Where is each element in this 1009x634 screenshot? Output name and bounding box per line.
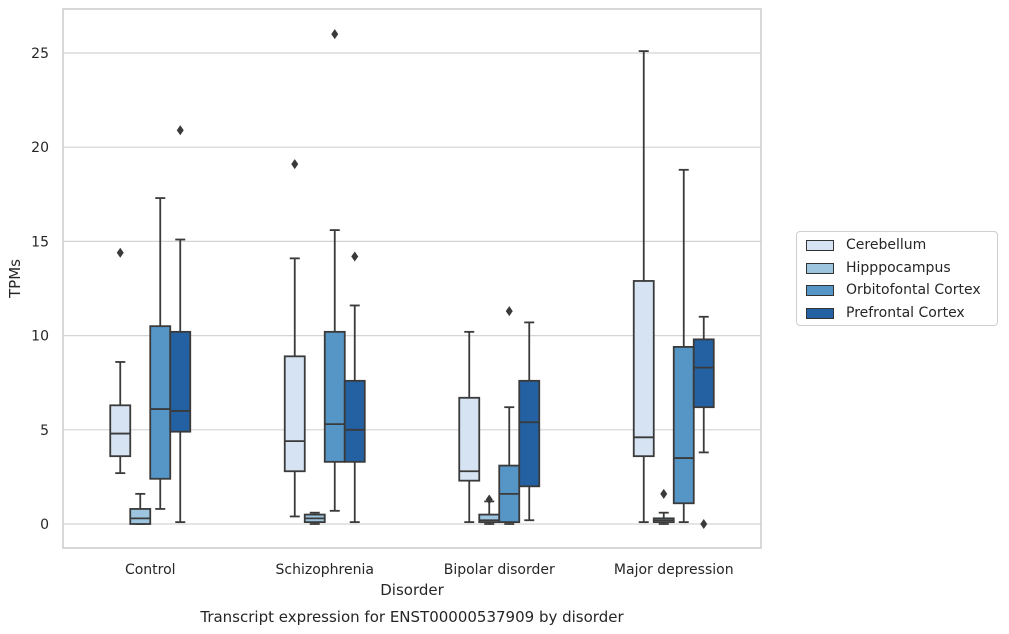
legend-swatch-cerebellum (806, 239, 834, 251)
y-tick-label: 10 (31, 329, 49, 345)
outlier-point (485, 494, 493, 505)
legend-label: Cerebellum (846, 237, 927, 253)
box-series (109, 29, 715, 529)
y-tick-label: 15 (31, 234, 49, 250)
outlier-point (700, 519, 708, 529)
box-schizophrenia (323, 29, 346, 512)
box-iqr (129, 508, 152, 525)
x-tick-label: Bipolar disorder (444, 562, 555, 578)
series-hipppocampus (129, 488, 675, 525)
x-tick-label: Schizophrenia (276, 562, 374, 578)
box-control (109, 247, 132, 475)
series-cerebellum (109, 50, 655, 524)
legend-item-cerebellum: Cerebellum (806, 236, 926, 254)
box-iqr (518, 379, 541, 488)
x-tick-labels: Control Schizophrenia Bipolar disorder Majo… (125, 562, 734, 578)
outlier-point (116, 247, 124, 258)
legend-label: Prefrontal Cortex (846, 305, 965, 321)
box-major-depression (672, 168, 695, 524)
x-tick-label: Major depression (614, 562, 734, 578)
legend-swatch-prefrontal-cortex (806, 307, 834, 319)
box-iqr (672, 346, 695, 505)
box-iqr (169, 330, 192, 433)
box-iqr (692, 338, 715, 409)
box-schizophrenia (283, 159, 306, 518)
box-bipolar-disorder (478, 494, 501, 525)
box-bipolar-disorder (518, 321, 541, 522)
x-axis-label: Disorder (380, 581, 444, 599)
box-major-depression (652, 488, 675, 525)
legend-item-prefrontal-cortex: Prefrontal Cortex (806, 304, 965, 322)
plot-frame (62, 8, 762, 549)
box-bipolar-disorder (498, 306, 521, 525)
box-iqr (632, 280, 655, 458)
legend: Cerebellum Hipppocampus Orbitofontal Cor… (796, 231, 998, 326)
legend-label: Orbitofontal Cortex (846, 282, 981, 298)
box-major-depression (692, 315, 715, 529)
legend-label: Hipppocampus (846, 260, 951, 276)
series-orbitofontal-cortex (149, 29, 695, 525)
outlier-point (660, 488, 668, 499)
legend-swatch-orbitofontal-cortex (806, 284, 834, 296)
y-tick-label: 25 (31, 46, 49, 62)
legend-item-hipppocampus: Hipppocampus (806, 259, 951, 277)
box-schizophrenia (303, 511, 326, 525)
y-tick-label: 20 (31, 140, 49, 156)
outlier-point (176, 125, 184, 136)
box-bipolar-disorder (458, 330, 481, 524)
outlier-point (291, 159, 299, 170)
box-major-depression (632, 50, 655, 524)
legend-swatch-hipppocampus (806, 262, 834, 274)
y-axis-label: TPMs (6, 259, 24, 299)
box-control (149, 197, 172, 510)
outlier-point (351, 251, 359, 262)
x-tick-label: Control (125, 562, 176, 578)
box-schizophrenia (343, 251, 366, 524)
outlier-point (505, 306, 513, 317)
box-iqr (283, 355, 306, 473)
box-control (169, 125, 192, 524)
outlier-point (331, 29, 339, 40)
box-iqr (109, 404, 132, 458)
y-tick-label: 0 (40, 517, 49, 533)
box-iqr (149, 325, 172, 480)
series-prefrontal-cortex (169, 125, 715, 529)
box-control (129, 492, 152, 525)
box-iqr (458, 396, 481, 482)
box-iqr (343, 379, 366, 463)
box-iqr (323, 330, 346, 463)
y-tick-label: 5 (40, 423, 49, 439)
chart-title: Transcript expression for ENST0000053790… (199, 608, 624, 626)
legend-item-orbitofontal-cortex: Orbitofontal Cortex (806, 281, 981, 299)
y-tick-labels: 0 5 10 15 20 25 (31, 46, 49, 533)
